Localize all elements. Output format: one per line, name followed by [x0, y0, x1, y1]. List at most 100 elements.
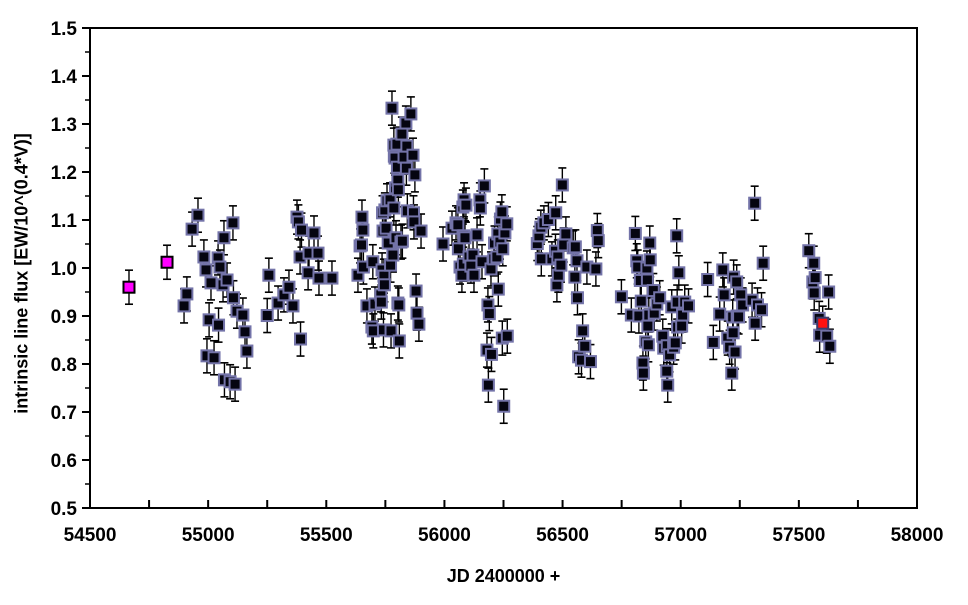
data-point-black-squares — [228, 377, 242, 391]
data-point-black-squares — [294, 223, 308, 237]
data-point-black-squares — [755, 303, 769, 317]
data-point-black-squares — [675, 319, 689, 333]
data-point-black-squares — [807, 256, 821, 270]
data-point-black-squares — [366, 255, 380, 269]
x-tick-label: 56500 — [536, 525, 589, 546]
data-point-magenta-squares — [122, 280, 136, 294]
data-point-black-squares — [500, 329, 514, 343]
data-point-black-squares — [713, 307, 727, 321]
data-point-black-squares — [706, 335, 720, 349]
x-tick-label: 55500 — [300, 525, 353, 546]
data-point-black-squares — [199, 263, 213, 277]
data-point-black-squares — [384, 324, 398, 338]
data-point-black-squares — [559, 227, 573, 241]
data-point-black-squares — [672, 266, 686, 280]
data-point-black-squares — [385, 101, 399, 115]
data-point-black-squares — [717, 288, 731, 302]
data-point-black-squares — [643, 236, 657, 250]
data-point-black-squares — [701, 273, 715, 287]
data-point-black-squares — [386, 248, 400, 262]
data-point-black-squares — [412, 317, 426, 331]
y-tick-label: 1.4 — [51, 67, 78, 88]
data-point-black-squares — [636, 366, 650, 380]
data-point-black-squares — [185, 222, 199, 236]
data-point-black-squares — [802, 244, 816, 258]
x-tick-label: 57500 — [772, 525, 825, 546]
data-point-black-squares — [641, 319, 655, 333]
data-point-black-squares — [458, 231, 472, 245]
data-point-black-squares — [407, 215, 421, 229]
data-point-black-squares — [568, 240, 582, 254]
data-point-black-squares — [823, 339, 837, 353]
data-point-black-squares — [808, 271, 822, 285]
data-point-black-squares — [491, 282, 505, 296]
x-tick-label: 54500 — [64, 525, 117, 546]
data-point-black-squares — [197, 250, 211, 264]
data-point-black-squares — [481, 378, 495, 392]
data-point-magenta-squares — [160, 255, 174, 269]
data-point-black-squares — [726, 326, 740, 340]
y-tick-label: 1.1 — [51, 211, 78, 232]
data-point-black-squares — [807, 286, 821, 300]
data-point-black-squares — [748, 316, 762, 330]
data-point-black-squares — [670, 229, 684, 243]
data-point-black-squares — [414, 224, 428, 238]
data-point-black-squares — [204, 276, 218, 290]
y-tick-label: 0.9 — [51, 307, 77, 328]
y-tick-label: 1.5 — [51, 19, 78, 40]
y-tick-label: 1.2 — [51, 163, 77, 184]
x-tick-label: 57000 — [654, 525, 707, 546]
data-point-black-squares — [570, 291, 584, 305]
data-point-black-squares — [180, 287, 194, 301]
data-point-black-squares — [408, 168, 422, 182]
data-point-black-squares — [399, 161, 413, 175]
data-point-black-squares — [391, 183, 405, 197]
data-point-black-squares — [477, 179, 491, 193]
data-point-black-squares — [207, 351, 221, 365]
data-point-black-squares — [716, 263, 730, 277]
data-point-black-squares — [728, 345, 742, 359]
data-point-black-squares — [591, 234, 605, 248]
y-tick-label: 1.0 — [51, 259, 77, 280]
data-point-black-squares — [497, 399, 511, 413]
y-tick-label: 0.5 — [51, 499, 78, 520]
data-point-black-squares — [568, 270, 582, 284]
data-point-black-squares — [634, 294, 648, 308]
data-point-black-squares — [643, 253, 657, 267]
data-point-black-squares — [653, 291, 667, 305]
data-point-black-squares — [578, 339, 592, 353]
data-point-black-squares — [451, 242, 465, 256]
data-point-black-squares — [226, 216, 240, 230]
data-point-black-squares — [614, 290, 628, 304]
data-point-black-squares — [240, 344, 254, 358]
data-point-black-squares — [554, 258, 568, 272]
data-point-black-squares — [217, 231, 231, 245]
data-point-black-squares — [354, 238, 368, 252]
data-point-black-squares — [496, 242, 510, 256]
data-point-black-squares — [387, 201, 401, 215]
plot-border — [89, 27, 918, 509]
data-point-red-square — [816, 316, 830, 330]
data-point-black-squares — [756, 256, 770, 270]
data-point-black-squares — [294, 332, 308, 346]
data-point-black-squares — [226, 291, 240, 305]
x-tick-label: 55000 — [182, 525, 235, 546]
data-point-black-squares — [392, 334, 406, 348]
data-point-black-squares — [191, 208, 205, 222]
y-tick-label: 0.8 — [51, 355, 77, 376]
data-point-black-squares — [589, 262, 603, 276]
data-point-black-squares — [822, 285, 836, 299]
data-point-black-squares — [355, 210, 369, 224]
data-point-black-squares — [482, 307, 496, 321]
data-point-black-squares — [236, 308, 250, 322]
data-point-black-squares — [238, 325, 252, 339]
data-point-black-squares — [220, 273, 234, 287]
data-point-black-squares — [730, 275, 744, 289]
x-tick-label: 58000 — [891, 525, 944, 546]
data-point-black-squares — [307, 226, 321, 240]
data-point-black-squares — [541, 213, 555, 227]
y-tick-label: 1.3 — [51, 115, 77, 136]
data-point-black-squares — [282, 280, 296, 294]
data-point-black-squares — [470, 228, 484, 242]
